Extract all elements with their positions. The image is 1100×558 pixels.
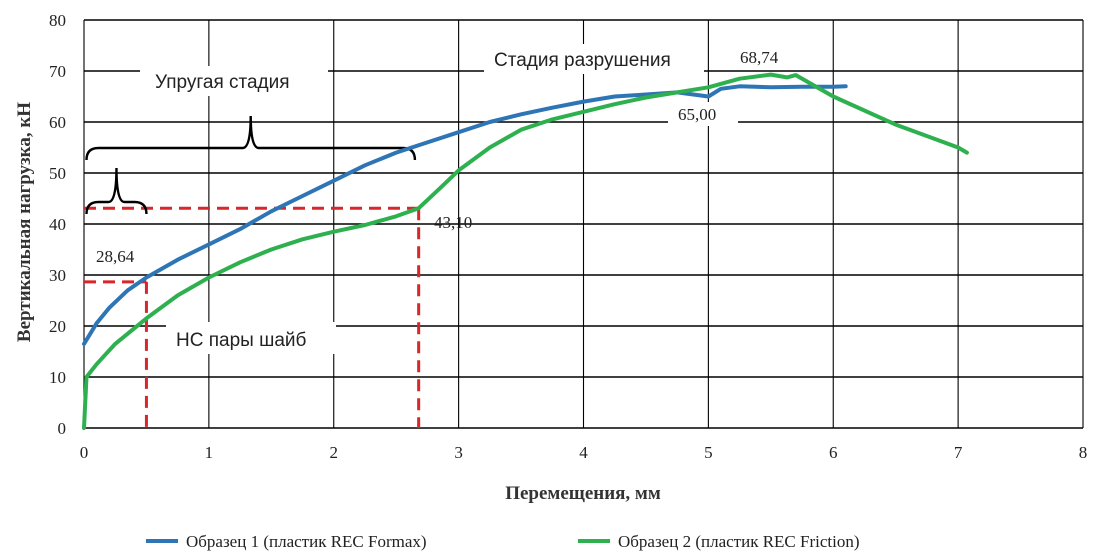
y-tick-label: 20 xyxy=(49,317,66,336)
x-tick-label: 6 xyxy=(829,443,838,462)
y-tick-label: 70 xyxy=(49,62,66,81)
brace-ns-washers xyxy=(85,167,148,215)
legend: Образец 1 (пластик REC Formax) Образец 2… xyxy=(146,532,860,551)
x-axis-title: Перемещения, мм xyxy=(505,483,661,504)
y-tick-label: 50 xyxy=(49,164,66,183)
x-tick-label: 0 xyxy=(80,443,89,462)
x-tick-label: 3 xyxy=(454,443,463,462)
y-tick-label: 10 xyxy=(49,368,66,387)
x-tick-label: 5 xyxy=(704,443,713,462)
x-tick-label: 7 xyxy=(954,443,963,462)
value-label-28-64: 28,64 xyxy=(96,247,135,266)
reference-lines xyxy=(84,206,421,428)
y-tick-label: 60 xyxy=(49,113,66,132)
value-label-65-00: 65,00 xyxy=(678,105,716,124)
tick-labels: 0 10 20 30 40 50 60 70 80 0 1 2 3 4 5 6 7 8 xyxy=(49,11,1087,462)
y-tick-label: 80 xyxy=(49,11,66,30)
series-line-2 xyxy=(82,72,969,430)
series-line-1 xyxy=(82,84,848,346)
y-tick-label: 30 xyxy=(49,266,66,285)
stage-elastic-label: Упругая стадия xyxy=(155,72,290,93)
y-axis-title: Вертикальная нагрузка, кН xyxy=(14,102,35,342)
value-label-43-10: 43,10 xyxy=(434,213,472,232)
annotations: Стадия разрушения Упругая стадия НС пары… xyxy=(96,44,779,354)
value-label-68-74: 68,74 xyxy=(740,48,779,67)
x-tick-label: 2 xyxy=(330,443,339,462)
x-tick-label: 4 xyxy=(579,443,588,462)
y-tick-label: 0 xyxy=(58,419,67,438)
legend-label-series-1: Образец 1 (пластик REC Formax) xyxy=(186,532,427,551)
ns-washers-label: НС пары шайб xyxy=(176,330,307,351)
x-tick-label: 8 xyxy=(1079,443,1088,462)
y-tick-label: 40 xyxy=(49,215,66,234)
x-tick-label: 1 xyxy=(205,443,214,462)
legend-label-series-2: Образец 2 (пластик REC Friction) xyxy=(618,532,860,551)
stage-fracture-label: Стадия разрушения xyxy=(494,50,671,71)
series-lines xyxy=(82,72,969,430)
